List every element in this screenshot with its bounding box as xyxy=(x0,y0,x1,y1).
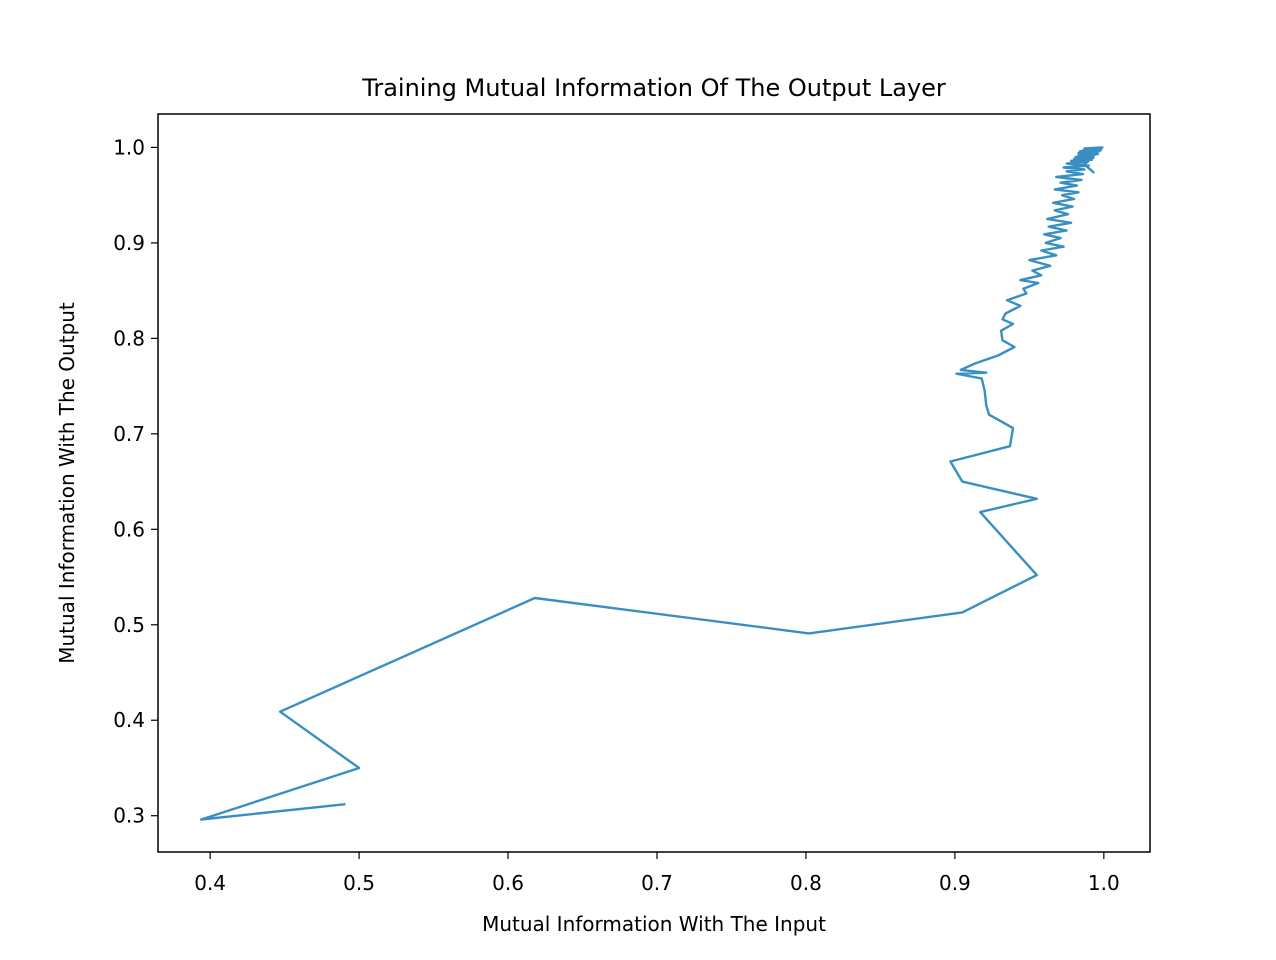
y-tick-label: 0.4 xyxy=(113,708,145,732)
chart-title: Training Mutual Information Of The Outpu… xyxy=(361,74,946,102)
series-line-0 xyxy=(199,146,1104,821)
x-tick-label: 0.6 xyxy=(492,871,524,895)
x-tick-label: 0.9 xyxy=(939,871,971,895)
y-tick-label: 0.9 xyxy=(113,231,145,255)
y-tick-label: 0.8 xyxy=(113,326,145,350)
y-tick-label: 0.5 xyxy=(113,613,145,637)
y-axis-label: Mutual Information With The Output xyxy=(55,302,79,664)
x-tick-label: 1.0 xyxy=(1088,871,1120,895)
x-axis: 0.4 0.5 0.6 0.7 0.8 0.9 1.0 xyxy=(194,852,1120,895)
y-tick-label: 0.7 xyxy=(113,422,145,446)
y-tick-label: 0.3 xyxy=(113,804,145,828)
x-tick-label: 0.8 xyxy=(790,871,822,895)
y-tick-label: 0.6 xyxy=(113,517,145,541)
y-tick-label: 1.0 xyxy=(113,135,145,159)
x-tick-label: 0.7 xyxy=(641,871,673,895)
x-axis-label: Mutual Information With The Input xyxy=(482,912,826,936)
x-tick-label: 0.4 xyxy=(194,871,226,895)
series-layer xyxy=(199,146,1104,821)
plot-area xyxy=(157,113,1151,853)
y-axis: 0.3 0.4 0.5 0.6 0.7 0.8 0.9 1.0 xyxy=(113,135,158,828)
x-tick-label: 0.5 xyxy=(343,871,375,895)
